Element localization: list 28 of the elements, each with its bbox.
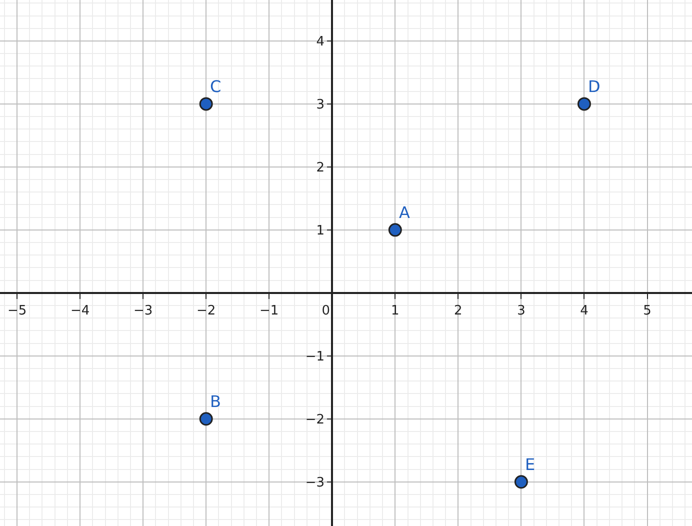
annotation: A [399,203,410,222]
x-tick-label: −2 [196,304,216,319]
y-tick-label: 4 [316,34,325,50]
point [577,97,591,111]
x-tick-label: 4 [580,304,588,319]
y-tick-label: −2 [305,412,325,428]
x-tick-label: 2 [454,304,462,319]
y-tick-label: −3 [305,475,325,490]
x-tick-label: 1 [391,304,400,319]
annotation: C [210,77,222,96]
point [514,475,528,489]
x-tick-label: −3 [133,304,153,319]
point [388,223,402,237]
x-tick-label: −4 [70,304,90,319]
y-tick-label: 1 [316,223,325,238]
x-tick-label: −1 [260,304,279,319]
x-tick-label: 0 [322,304,342,319]
y-tick-label: −1 [305,349,325,364]
point [199,97,213,111]
y-tick-label: 3 [316,97,325,112]
annotation: E [525,455,536,474]
y-tick-label: 2 [316,160,325,176]
x-tick-label: −5 [7,304,27,319]
annotation: B [210,392,221,411]
x-tick-label: 3 [517,304,526,319]
x-tick-label: 5 [643,304,652,319]
point [199,412,213,426]
annotation: D [588,77,600,96]
